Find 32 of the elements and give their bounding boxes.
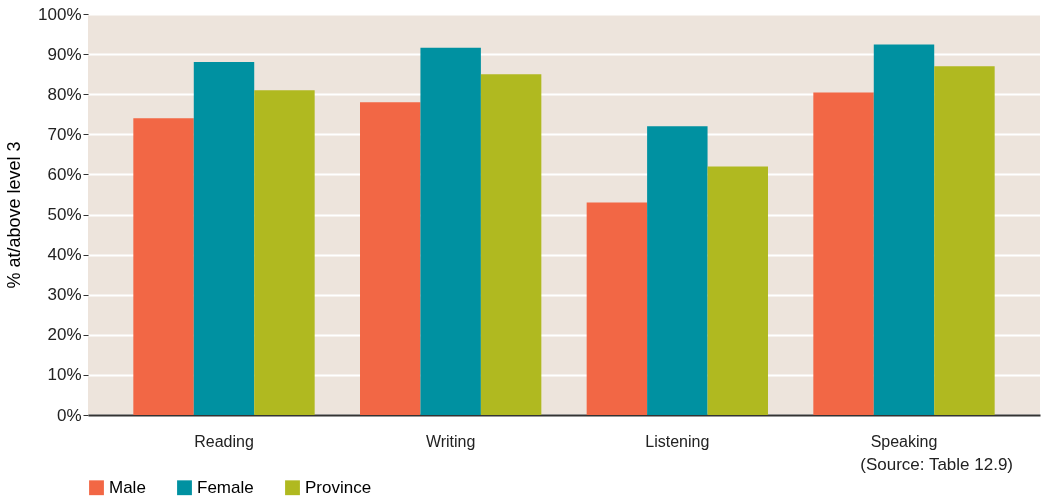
y-axis-title: % at/above level 3 bbox=[4, 141, 25, 289]
y-tick-label: 90% bbox=[47, 44, 82, 64]
bar bbox=[586, 202, 648, 415]
bar bbox=[360, 102, 421, 415]
legend-label: Province bbox=[305, 477, 372, 497]
y-tick-label: 20% bbox=[47, 325, 82, 345]
bar bbox=[707, 166, 768, 415]
bar bbox=[934, 66, 995, 415]
bar bbox=[133, 118, 194, 415]
legend-label: Male bbox=[109, 477, 146, 497]
text: (Source: Table 12.9) bbox=[860, 455, 1013, 474]
x-tick-label: Reading bbox=[194, 432, 254, 450]
y-tick-label: 30% bbox=[47, 285, 82, 305]
x-tick-label: Writing bbox=[425, 432, 476, 450]
bar bbox=[420, 47, 481, 415]
x-tick-label: Speaking bbox=[870, 432, 938, 450]
bar bbox=[873, 44, 935, 415]
bar bbox=[480, 74, 542, 415]
y-tick-label: 10% bbox=[47, 365, 82, 385]
y-tick-label: 100% bbox=[38, 4, 82, 24]
y-tick-label: 80% bbox=[47, 84, 82, 104]
bar bbox=[647, 126, 708, 415]
bar bbox=[193, 62, 255, 415]
legend-label: Female bbox=[197, 477, 254, 497]
y-tick-label: 40% bbox=[47, 245, 82, 265]
bar bbox=[254, 90, 315, 415]
y-tick-label: 60% bbox=[47, 164, 82, 184]
y-tick-label: 70% bbox=[47, 124, 82, 144]
x-tick-label: Listening bbox=[645, 432, 710, 450]
y-tick-label: 50% bbox=[47, 205, 82, 224]
bar bbox=[813, 92, 874, 415]
y-tick-label: 0% bbox=[56, 405, 82, 425]
